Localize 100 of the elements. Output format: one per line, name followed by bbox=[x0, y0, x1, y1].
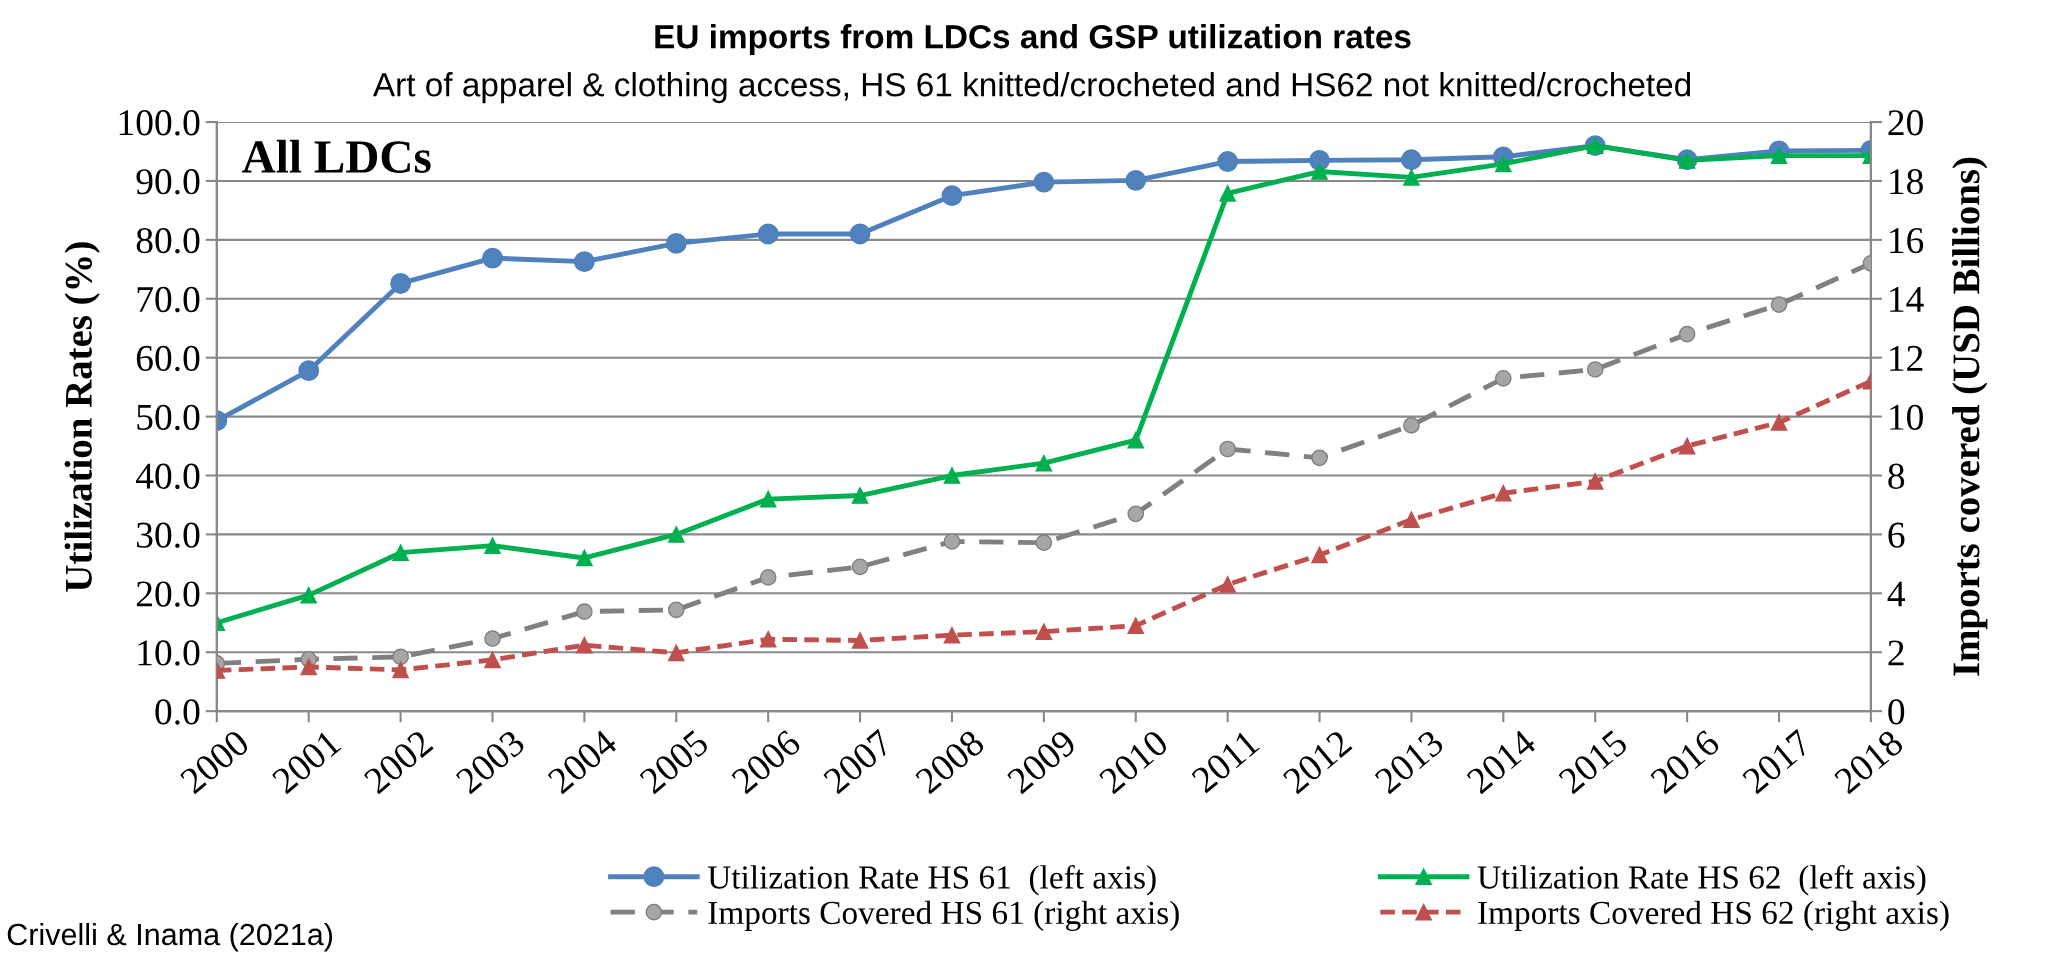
point bbox=[667, 644, 685, 662]
legend-label: Imports Covered HS 62 (right axis) bbox=[1478, 900, 1949, 931]
y-tick-label: 100.0 bbox=[119, 110, 200, 136]
y2-tick-label: 10 bbox=[1890, 404, 1923, 430]
y-tick-label: 30.0 bbox=[137, 522, 200, 548]
x-tick-label: 2014 bbox=[1465, 728, 1538, 795]
point bbox=[1125, 169, 1147, 191]
y2-tick-label: 8 bbox=[1888, 463, 1905, 489]
point bbox=[1127, 431, 1145, 449]
point bbox=[1127, 505, 1145, 523]
text: Crivelli & Inama (2021a) bbox=[7, 922, 333, 952]
point bbox=[1403, 511, 1420, 529]
y2-tick-label: 20 bbox=[1888, 110, 1923, 136]
point bbox=[1494, 155, 1512, 173]
point bbox=[390, 273, 412, 294]
x-tick-label: 2010 bbox=[1098, 728, 1170, 795]
chart-title: EU imports from LDCs and GSP utilization rates bbox=[655, 24, 1411, 56]
point bbox=[943, 467, 961, 484]
point bbox=[1219, 440, 1236, 458]
point bbox=[1494, 369, 1512, 387]
point bbox=[1401, 149, 1422, 171]
point bbox=[1678, 325, 1696, 343]
x-tick-label: 2008 bbox=[914, 728, 986, 795]
y-tick-label: 90.0 bbox=[136, 169, 200, 195]
point bbox=[298, 360, 320, 382]
x-tick-label: 2012 bbox=[1281, 729, 1353, 795]
legend-label: Utilization Rate HS 62 (left axis) bbox=[1477, 864, 1926, 896]
point bbox=[1770, 147, 1788, 164]
point bbox=[1678, 437, 1696, 455]
point bbox=[1494, 484, 1512, 502]
y-tick-label: 20.0 bbox=[136, 581, 200, 607]
point bbox=[851, 558, 869, 576]
legend-label: Imports Covered HS 61 (right axis) bbox=[708, 900, 1179, 931]
y-tick-label: 50.0 bbox=[137, 404, 200, 431]
x-tick-label: 2004 bbox=[546, 728, 619, 795]
point bbox=[1311, 163, 1328, 180]
point bbox=[1586, 473, 1604, 490]
x-tick-label: 2001 bbox=[271, 729, 342, 795]
point bbox=[482, 247, 503, 269]
y2-tick-label: 4 bbox=[1887, 581, 1906, 607]
point bbox=[757, 223, 779, 245]
point bbox=[392, 661, 409, 679]
point bbox=[392, 544, 409, 562]
point bbox=[1770, 296, 1788, 313]
legend-label: Utilization Rate HS 61 (left axis) bbox=[707, 864, 1156, 896]
point bbox=[1403, 417, 1420, 434]
point bbox=[1035, 454, 1053, 472]
y-axis-title: Utilization Rates (%) bbox=[64, 242, 100, 592]
point bbox=[484, 537, 501, 554]
y-tick-label: 10.0 bbox=[138, 640, 200, 666]
point bbox=[484, 651, 501, 669]
point bbox=[1033, 171, 1055, 193]
point bbox=[1035, 623, 1053, 640]
x-tick-label: 2003 bbox=[454, 728, 527, 795]
point bbox=[759, 569, 777, 586]
chart-subtitle: Art of apparel & clothing access, HS 61 knitted/crocheted and HS62 not knitted/crocheted bbox=[372, 72, 1691, 104]
point bbox=[943, 533, 961, 550]
point bbox=[1035, 534, 1053, 551]
y2-tick-label: 18 bbox=[1890, 169, 1923, 195]
x-tick-label: 2018 bbox=[1833, 728, 1905, 795]
x-tick-label: 2011 bbox=[1190, 729, 1261, 794]
point bbox=[943, 626, 961, 644]
point bbox=[1586, 361, 1604, 378]
y2-tick-label: 0 bbox=[1888, 699, 1905, 725]
point bbox=[576, 549, 593, 567]
point bbox=[392, 648, 409, 666]
y2-axis-title: Imports covered (USD Billions) bbox=[1952, 157, 1988, 676]
point bbox=[759, 630, 777, 648]
point bbox=[1127, 617, 1145, 635]
annotation: All LDCs bbox=[242, 139, 431, 173]
y-tick-label: 0.0 bbox=[155, 699, 200, 725]
point bbox=[300, 586, 318, 604]
point bbox=[1311, 449, 1328, 467]
point bbox=[573, 251, 595, 273]
point bbox=[665, 232, 687, 254]
y2-tick-label: 12 bbox=[1890, 345, 1923, 371]
point bbox=[667, 601, 685, 619]
point bbox=[1219, 576, 1236, 593]
y2-tick-label: 16 bbox=[1890, 228, 1924, 254]
point bbox=[1217, 151, 1239, 172]
x-tick-label: 2009 bbox=[1006, 728, 1078, 795]
point bbox=[941, 185, 963, 207]
point bbox=[851, 487, 869, 504]
point bbox=[1219, 184, 1236, 202]
x-tick-label: 2013 bbox=[1373, 728, 1446, 795]
point bbox=[849, 223, 871, 245]
y2-tick-label: 14 bbox=[1890, 287, 1924, 312]
point bbox=[667, 526, 685, 543]
point bbox=[300, 658, 318, 676]
point bbox=[576, 636, 593, 654]
y2-tick-label: 6 bbox=[1888, 522, 1905, 548]
y-tick-label: 80.0 bbox=[136, 227, 200, 254]
point bbox=[1770, 414, 1788, 431]
x-tick-label: 2000 bbox=[179, 728, 251, 795]
x-tick-label: 2002 bbox=[362, 729, 434, 795]
point bbox=[759, 490, 777, 508]
point bbox=[851, 632, 869, 649]
point bbox=[1311, 546, 1328, 564]
y2-tick-label: 2 bbox=[1888, 640, 1904, 666]
y-tick-label: 40.0 bbox=[135, 463, 200, 490]
